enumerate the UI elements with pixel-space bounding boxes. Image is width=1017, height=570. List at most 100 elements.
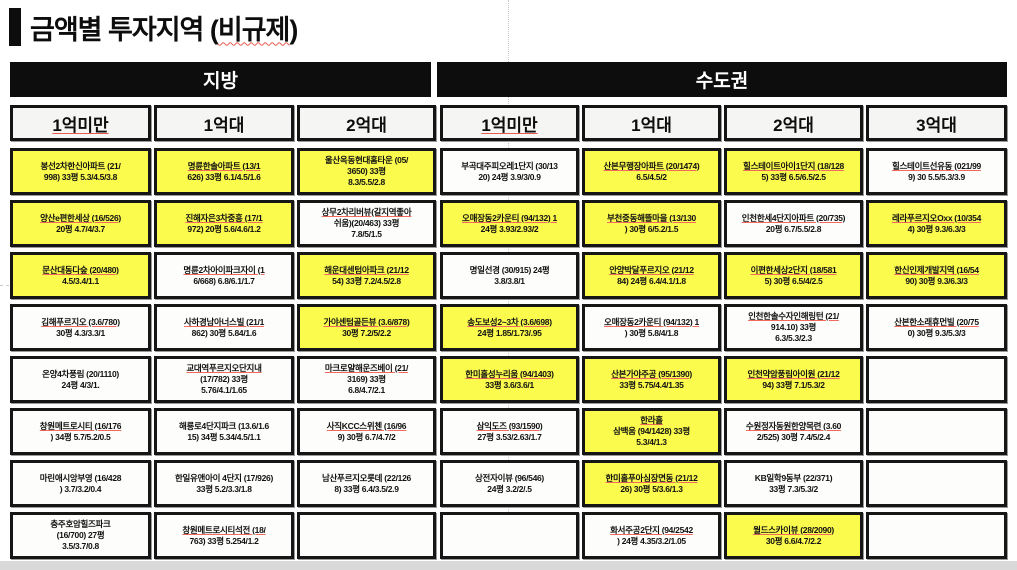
cell-text-line: 수원정자동원한양목련 (3.60	[745, 420, 842, 431]
cell-text-line: (16/700) 27평	[56, 530, 105, 540]
cell-text-line: 오매장동2카운티 (94/132) 1	[604, 316, 699, 327]
cell-text-line: ) 3.7/3.2/0.4	[59, 483, 102, 494]
cell-text-line: 인천한솔수자인해링턴 (21/	[748, 311, 839, 321]
grid-cell: 월드스카이뷰 (28/2090) 30평 6.6/4.7/2.2	[724, 512, 863, 559]
horizontal-guide-line	[0, 285, 9, 286]
cell-text-line: 힐스테이트선유동 (021/99	[892, 160, 981, 171]
cell-text-line: 해운대센텀아파크 (21/12	[324, 264, 409, 275]
grid-cell: 오매장동2카운티 (94/132) 1) 30평 5.8/4/1.8	[582, 304, 721, 351]
grid-cell: 명일선경 (30/915) 24평 3.8/3.8/1	[440, 252, 579, 299]
cell-text-line: ) 30평 6/5.2/1.5	[624, 223, 679, 234]
grid-cell: 이편한세상2단지 (18/581 5) 30평 6.5/4/2.5	[724, 252, 863, 299]
title-prefix: 금액별 투자지역 (	[30, 14, 219, 45]
grid-cell: 창원메트로시티석전 (18/763) 33평 5.254/1.2	[154, 512, 294, 559]
cell-text-line: 한일유앤아이 4단지 (17/926)	[175, 472, 273, 483]
cell-text-line: 산본가야주공 (95/1390)	[611, 368, 692, 379]
cell-text-line: 972) 20평 5.6/4.6/1.2	[187, 223, 261, 234]
column-header-1억미만: 1억미만	[440, 105, 579, 141]
column-header-label: 3억대	[916, 115, 957, 135]
cell-text-line: 3.5/3.7/0.8	[62, 541, 99, 551]
cell-text-line: 한신인제개발지역 (16/54	[894, 264, 979, 275]
grid-cell: 산본가야주공 (95/1390) 33평 5.75/4.4/1.35	[582, 356, 721, 403]
grid-cell: 남산푸르지오롯데 (22/126 8) 33평 6.4/3.5/2.9	[297, 460, 436, 507]
cell-text-line: 힐스테이트아이1단지 (18/128	[743, 160, 844, 171]
cell-text-line: 6/668) 6.8/6.1/1.7	[193, 275, 255, 286]
cell-text-line: 27평 3.53/2.63/1.7	[477, 431, 542, 442]
cell-text-line: 8.3/5.5/2.8	[348, 177, 385, 187]
cell-text-line: 상전자이뷰 (96/546)	[475, 472, 544, 483]
grid-cell: 한미홀푸아심장면동 (21/12 26) 30평 5/3.6/1.3	[582, 460, 721, 507]
grid-cell: 화서주공2단지 (94/2542) 24평 4.35/3.2/1.05	[582, 512, 721, 559]
cell-text-line: 6.8/4.7/2.1	[348, 385, 385, 395]
cell-text-line: 20평 4.7/4/3.7	[56, 223, 105, 234]
grid-cell: 상전자이뷰 (96/546) 24평 3.2/2/.5	[440, 460, 579, 507]
grid-cell: 레라푸르지오Oxx (10/354 4) 30평 9.3/6.3/3	[866, 200, 1007, 247]
grid-cell: 해룡로4단지파크 (13.6/1.6 15) 34평 5.34/4.5/1.1	[154, 408, 294, 455]
cell-text-line: 창원메트로시티석전 (18/	[182, 524, 266, 535]
column-header-2억대: 2억대	[724, 105, 863, 141]
grid-cell: 봉선2차한신아파트 (21/998) 33평 5.3/4.5/3.8	[10, 148, 151, 195]
cell-text-line: 봉선2차한신아파트 (21/	[40, 160, 121, 171]
grid-cell-empty	[866, 356, 1007, 403]
grid-cell: 부곡대주피오레1단지 (30/13 20) 24평 3.9/3/0.9	[440, 148, 579, 195]
grid-cell: 진해자은3차중흥 (17/1 972) 20평 5.6/4.6/1.2	[154, 200, 294, 247]
cell-text-line: 한미홀성누리움 (94/1403)	[465, 368, 554, 379]
cell-text-line: 4.5/3.4/1.1	[62, 275, 99, 286]
bottom-gray-strip	[0, 561, 1017, 570]
cell-text-line: 상무2차리버뷰(갈지역좋아	[321, 207, 412, 217]
cell-text-line: 양산e편한세상 (16/526)	[40, 212, 121, 223]
cell-text-line: 15) 34평 5.34/4.5/1.1	[187, 431, 261, 442]
column-header-1억미만: 1억미만	[10, 105, 151, 141]
grid-cell: 마린애시앙부영 (16/428) 3.7/3.2/0.4	[10, 460, 151, 507]
cell-text-line: 5) 33평 6.5/6.5/2.5	[761, 171, 826, 182]
cell-text-line: 진해자은3차중흥 (17/1	[185, 212, 263, 223]
cell-text-line: 레라푸르지오Oxx (10/354	[891, 212, 982, 223]
column-header-label: 1억미만	[481, 115, 538, 135]
column-header-1억대: 1억대	[154, 105, 294, 141]
cell-text-line: 24평 3.93/2.93/2	[480, 223, 539, 234]
cell-text-line: 창원메트로시티 (16/176	[39, 420, 122, 431]
section-label: 지방	[203, 71, 238, 92]
cell-text-line: KB일학9동부 (22/371)	[754, 472, 833, 483]
grid-cell: 한일유앤아이 4단지 (17/926) 33평 5.2/3.3/1.8	[154, 460, 294, 507]
grid-cell: 충주호암힐즈파크 (16/700) 27평 3.5/3.7/0.8	[10, 512, 151, 559]
cell-text-line: 명륜한솔아파트 (13/1	[187, 160, 261, 171]
section-label: 수도권	[695, 71, 749, 92]
cell-text-line: 3650) 33평	[347, 166, 386, 176]
cell-text-line: 5.3/4/1.3	[636, 437, 667, 447]
title-accent-bar	[9, 8, 21, 46]
page-title-text: 금액별 투자지역 (비규제)	[30, 8, 298, 47]
cell-text-line: 사하경남아너스빌 (21/1	[183, 316, 265, 327]
page-title: 금액별 투자지역 (비규제)	[9, 6, 298, 48]
cell-text-line: 한라홀	[640, 415, 663, 425]
cell-text-line: 마크로얄해운즈베이 (21/	[324, 363, 409, 373]
cell-text-line: 한미홀푸아심장면동 (21/12	[605, 472, 698, 483]
cell-text-line: 5.76/4.1/1.65	[201, 385, 247, 395]
cell-text-line: 24평 3.2/2/.5	[487, 483, 532, 494]
cell-text-line: 20평 6.7/5.5/2.8	[765, 223, 822, 234]
grid-cell: 인천약암풍림아이원 (21/12 94) 33평 7.1/5.3/2	[724, 356, 863, 403]
grid-cell: 온양4차풍림 (20/1110) 24평 4/3/1.	[10, 356, 151, 403]
cell-text-line: (17/782) 33평	[200, 374, 248, 384]
cell-text-line: 쉬움)(20/463) 33평	[333, 218, 400, 228]
column-header-label: 1억대	[203, 115, 245, 135]
cell-text-line: 온양4차풍림 (20/1110)	[42, 368, 119, 379]
cell-text-line: 54) 33평 7.2/4.5/2.8	[332, 275, 401, 286]
cell-text-line: 3169) 33평	[347, 374, 386, 384]
cell-text-line: 6.5/4.5/2	[636, 171, 667, 182]
cell-text-line: 교대역푸르지오단지내	[186, 363, 262, 373]
cell-text-line: 0) 30평 9.3/5.3/3	[907, 327, 966, 338]
grid-cell-empty	[866, 408, 1007, 455]
grid-cell: 사직KCC스위첸 (16/96 9) 30평 6.7/4.7/2	[297, 408, 436, 455]
cell-text-line: 7.8/5/1.5	[351, 229, 382, 239]
cell-text-line: 84) 24평 6.4/4.1/1.8	[617, 275, 686, 286]
column-header-label: 1억대	[631, 115, 672, 135]
cell-text-line: 인천약암풍림아이원 (21/12	[747, 368, 840, 379]
cell-text-line: 9) 30 5.5/5.3/3.9	[908, 171, 965, 182]
cell-text-line: 5) 30평 6.5/4/2.5	[764, 275, 823, 286]
grid-cell: 수원정자동원한양목련 (3.60 2/525) 30평 7.4/5/2.4	[724, 408, 863, 455]
cell-text-line: 33평 5.2/3.3/1.8	[196, 483, 252, 494]
cell-text-line: ) 34평 5.7/5.2/0.5	[50, 431, 111, 442]
cell-text-line: 94) 33평 7.1/5.3/2	[762, 379, 825, 390]
grid-cell: 힐스테이트아이1단지 (18/128 5) 33평 6.5/6.5/2.5	[724, 148, 863, 195]
